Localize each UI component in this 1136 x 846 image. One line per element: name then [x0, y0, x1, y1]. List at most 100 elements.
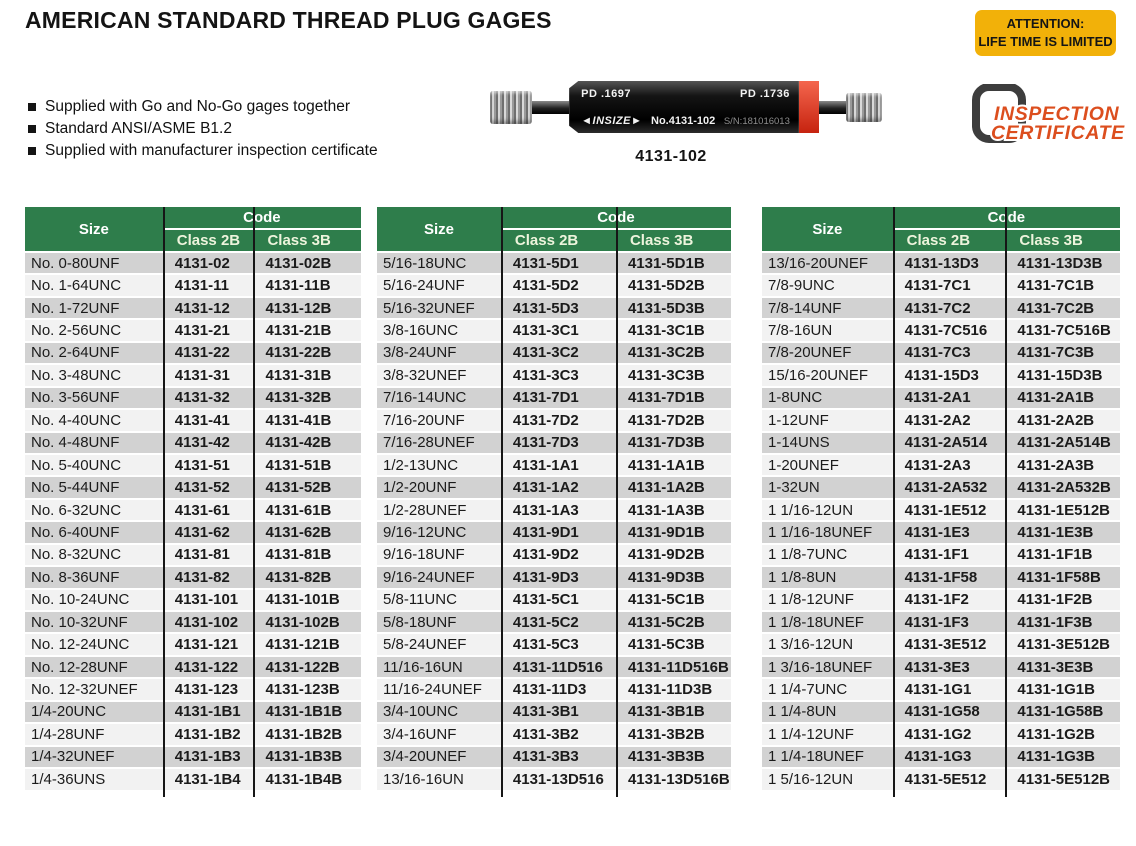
- code-class2b-cell: 4131-61: [162, 498, 254, 523]
- size-cell: 7/16-28UNEF: [377, 431, 501, 455]
- attention-line1: ATTENTION:: [1006, 16, 1085, 32]
- size-cell: 1/2-28UNEF: [377, 498, 501, 523]
- size-cell: No. 10-32UNF: [25, 611, 163, 635]
- size-cell: 1 1/4-18UNEF: [762, 745, 893, 770]
- certificate-text-line2: CERTIFICATE: [991, 122, 1125, 144]
- code-class2b-cell: 4131-7C516: [892, 319, 1006, 343]
- size-cell: No. 5-44UNF: [25, 476, 163, 500]
- size-cell: No. 12-24UNC: [25, 633, 163, 657]
- size-cell: 1 3/16-12UN: [762, 633, 893, 657]
- code-class3b-cell: 4131-2A514B: [1005, 431, 1120, 455]
- size-cell: 7/16-14UNC: [377, 386, 501, 411]
- column-header-size: Size: [762, 207, 893, 253]
- table-row: 1/2-28UNEF 4131-1A3 4131-1A3B: [377, 498, 731, 523]
- table-row: 1-8UNC 4131-2A1 4131-2A1B: [762, 386, 1120, 411]
- code-class3b-cell: 4131-5D2B: [615, 274, 731, 298]
- size-cell: No. 5-40UNC: [25, 453, 163, 478]
- table-row: 3/8-16UNC 4131-3C1 4131-3C1B: [377, 319, 731, 343]
- table-row: No. 6-32UNC 4131-61 4131-61B: [25, 498, 361, 523]
- size-cell: 1 1/8-18UNEF: [762, 611, 893, 635]
- code-class3b-cell: 4131-21B: [253, 319, 361, 343]
- size-cell: 5/16-32UNEF: [377, 296, 501, 321]
- column-divider: [253, 207, 256, 797]
- code-class3b-cell: 4131-1B2B: [253, 723, 361, 747]
- size-cell: 5/16-18UNC: [377, 252, 501, 276]
- code-class2b-cell: 4131-51: [162, 453, 254, 478]
- feature-list: Supplied with Go and No-Go gages togethe…: [28, 98, 378, 164]
- code-class3b-cell: 4131-7C516B: [1005, 319, 1120, 343]
- table-row: 1 1/8-8UN 4131-1F58 4131-1F58B: [762, 566, 1120, 590]
- code-class2b-cell: 4131-7C2: [892, 296, 1006, 321]
- code-class2b-cell: 4131-42: [162, 431, 254, 455]
- code-class2b-cell: 4131-7C3: [892, 341, 1006, 366]
- code-class3b-cell: 4131-2A3B: [1005, 453, 1120, 478]
- table-row: 7/8-9UNC 4131-7C1 4131-7C1B: [762, 274, 1120, 298]
- column-header-class-2b: Class 2B: [892, 229, 1006, 253]
- table-row: 3/8-24UNF 4131-3C2 4131-3C2B: [377, 341, 731, 366]
- size-cell: 5/8-11UNC: [377, 588, 501, 613]
- table-row: 3/4-16UNF 4131-3B2 4131-3B2B: [377, 723, 731, 747]
- size-cell: 7/8-9UNC: [762, 274, 893, 298]
- table-row: 7/16-14UNC 4131-7D1 4131-7D1B: [377, 386, 731, 411]
- column-header-size: Size: [377, 207, 501, 253]
- code-class2b-cell: 4131-122: [162, 655, 254, 680]
- size-cell: No. 0-80UNF: [25, 252, 163, 276]
- size-cell: 1/4-28UNF: [25, 723, 163, 747]
- table-row: 1 1/8-7UNC 4131-1F1 4131-1F1B: [762, 543, 1120, 568]
- code-class3b-cell: 4131-2A2B: [1005, 409, 1120, 433]
- column-divider: [162, 207, 165, 797]
- column-divider: [500, 207, 503, 797]
- spec-table-1: Size Code Class 2B Class 3B No. 0-80UNF 4…: [25, 207, 361, 797]
- size-cell: No. 2-56UNC: [25, 319, 163, 343]
- size-cell: No. 12-32UNEF: [25, 678, 163, 702]
- column-header-class-3b: Class 3B: [615, 229, 731, 253]
- code-class3b-cell: 4131-101B: [253, 588, 361, 613]
- code-class2b-cell: 4131-52: [162, 476, 254, 500]
- feature-item: Standard ANSI/ASME B1.2: [28, 120, 378, 137]
- code-class2b-cell: 4131-9D1: [500, 521, 616, 545]
- code-class2b-cell: 4131-3C3: [500, 364, 616, 388]
- size-cell: 1-14UNS: [762, 431, 893, 455]
- size-cell: 3/8-32UNEF: [377, 364, 501, 388]
- table-row: 5/8-24UNEF 4131-5C3 4131-5C3B: [377, 633, 731, 657]
- size-cell: No. 3-48UNC: [25, 364, 163, 388]
- code-class3b-cell: 4131-12B: [253, 296, 361, 321]
- table-row: 1 1/16-18UNEF 4131-1E3 4131-1E3B: [762, 521, 1120, 545]
- code-class2b-cell: 4131-1E512: [892, 498, 1006, 523]
- feature-text: Supplied with Go and No-Go gages togethe…: [45, 98, 351, 115]
- column-header-class-2b: Class 2B: [162, 229, 254, 253]
- size-cell: No. 10-24UNC: [25, 588, 163, 613]
- code-class2b-cell: 4131-2A2: [892, 409, 1006, 433]
- size-cell: 15/16-20UNEF: [762, 364, 893, 388]
- bullet-square-icon: [28, 103, 36, 111]
- code-class2b-cell: 4131-2A3: [892, 453, 1006, 478]
- code-class3b-cell: 4131-11B: [253, 274, 361, 298]
- table-row: 1-20UNEF 4131-2A3 4131-2A3B: [762, 453, 1120, 478]
- table-row: 5/8-11UNC 4131-5C1 4131-5C1B: [377, 588, 731, 613]
- size-cell: 7/8-20UNEF: [762, 341, 893, 366]
- size-cell: 3/8-24UNF: [377, 341, 501, 366]
- table-row: 1/4-32UNEF 4131-1B3 4131-1B3B: [25, 745, 361, 770]
- table-row: No. 10-24UNC 4131-101 4131-101B: [25, 588, 361, 613]
- code-class2b-cell: 4131-7D3: [500, 431, 616, 455]
- table-row: 7/8-14UNF 4131-7C2 4131-7C2B: [762, 296, 1120, 321]
- gage-serial-number: S/N:181016013: [723, 116, 790, 127]
- size-cell: 1 1/4-7UNC: [762, 678, 893, 702]
- gage-shaft-right: [818, 100, 847, 114]
- code-class3b-cell: 4131-3C3B: [615, 364, 731, 388]
- table-row: 1-12UNF 4131-2A2 4131-2A2B: [762, 409, 1120, 433]
- size-cell: No. 8-36UNF: [25, 566, 163, 590]
- code-class3b-cell: 4131-1E3B: [1005, 521, 1120, 545]
- code-class2b-cell: 4131-22: [162, 341, 254, 366]
- column-divider: [1005, 207, 1008, 797]
- code-class3b-cell: 4131-1F3B: [1005, 611, 1120, 635]
- code-class2b-cell: 4131-2A514: [892, 431, 1006, 455]
- code-class3b-cell: 4131-61B: [253, 498, 361, 523]
- size-cell: 9/16-18UNF: [377, 543, 501, 568]
- table-row: 3/4-20UNEF 4131-3B3 4131-3B3B: [377, 745, 731, 770]
- gage-nogo-red-band: [798, 81, 819, 133]
- gage-shaft-left: [531, 100, 570, 114]
- table-row: 1-32UN 4131-2A532 4131-2A532B: [762, 476, 1120, 500]
- code-class3b-cell: 4131-1G3B: [1005, 745, 1120, 770]
- size-cell: 7/16-20UNF: [377, 409, 501, 433]
